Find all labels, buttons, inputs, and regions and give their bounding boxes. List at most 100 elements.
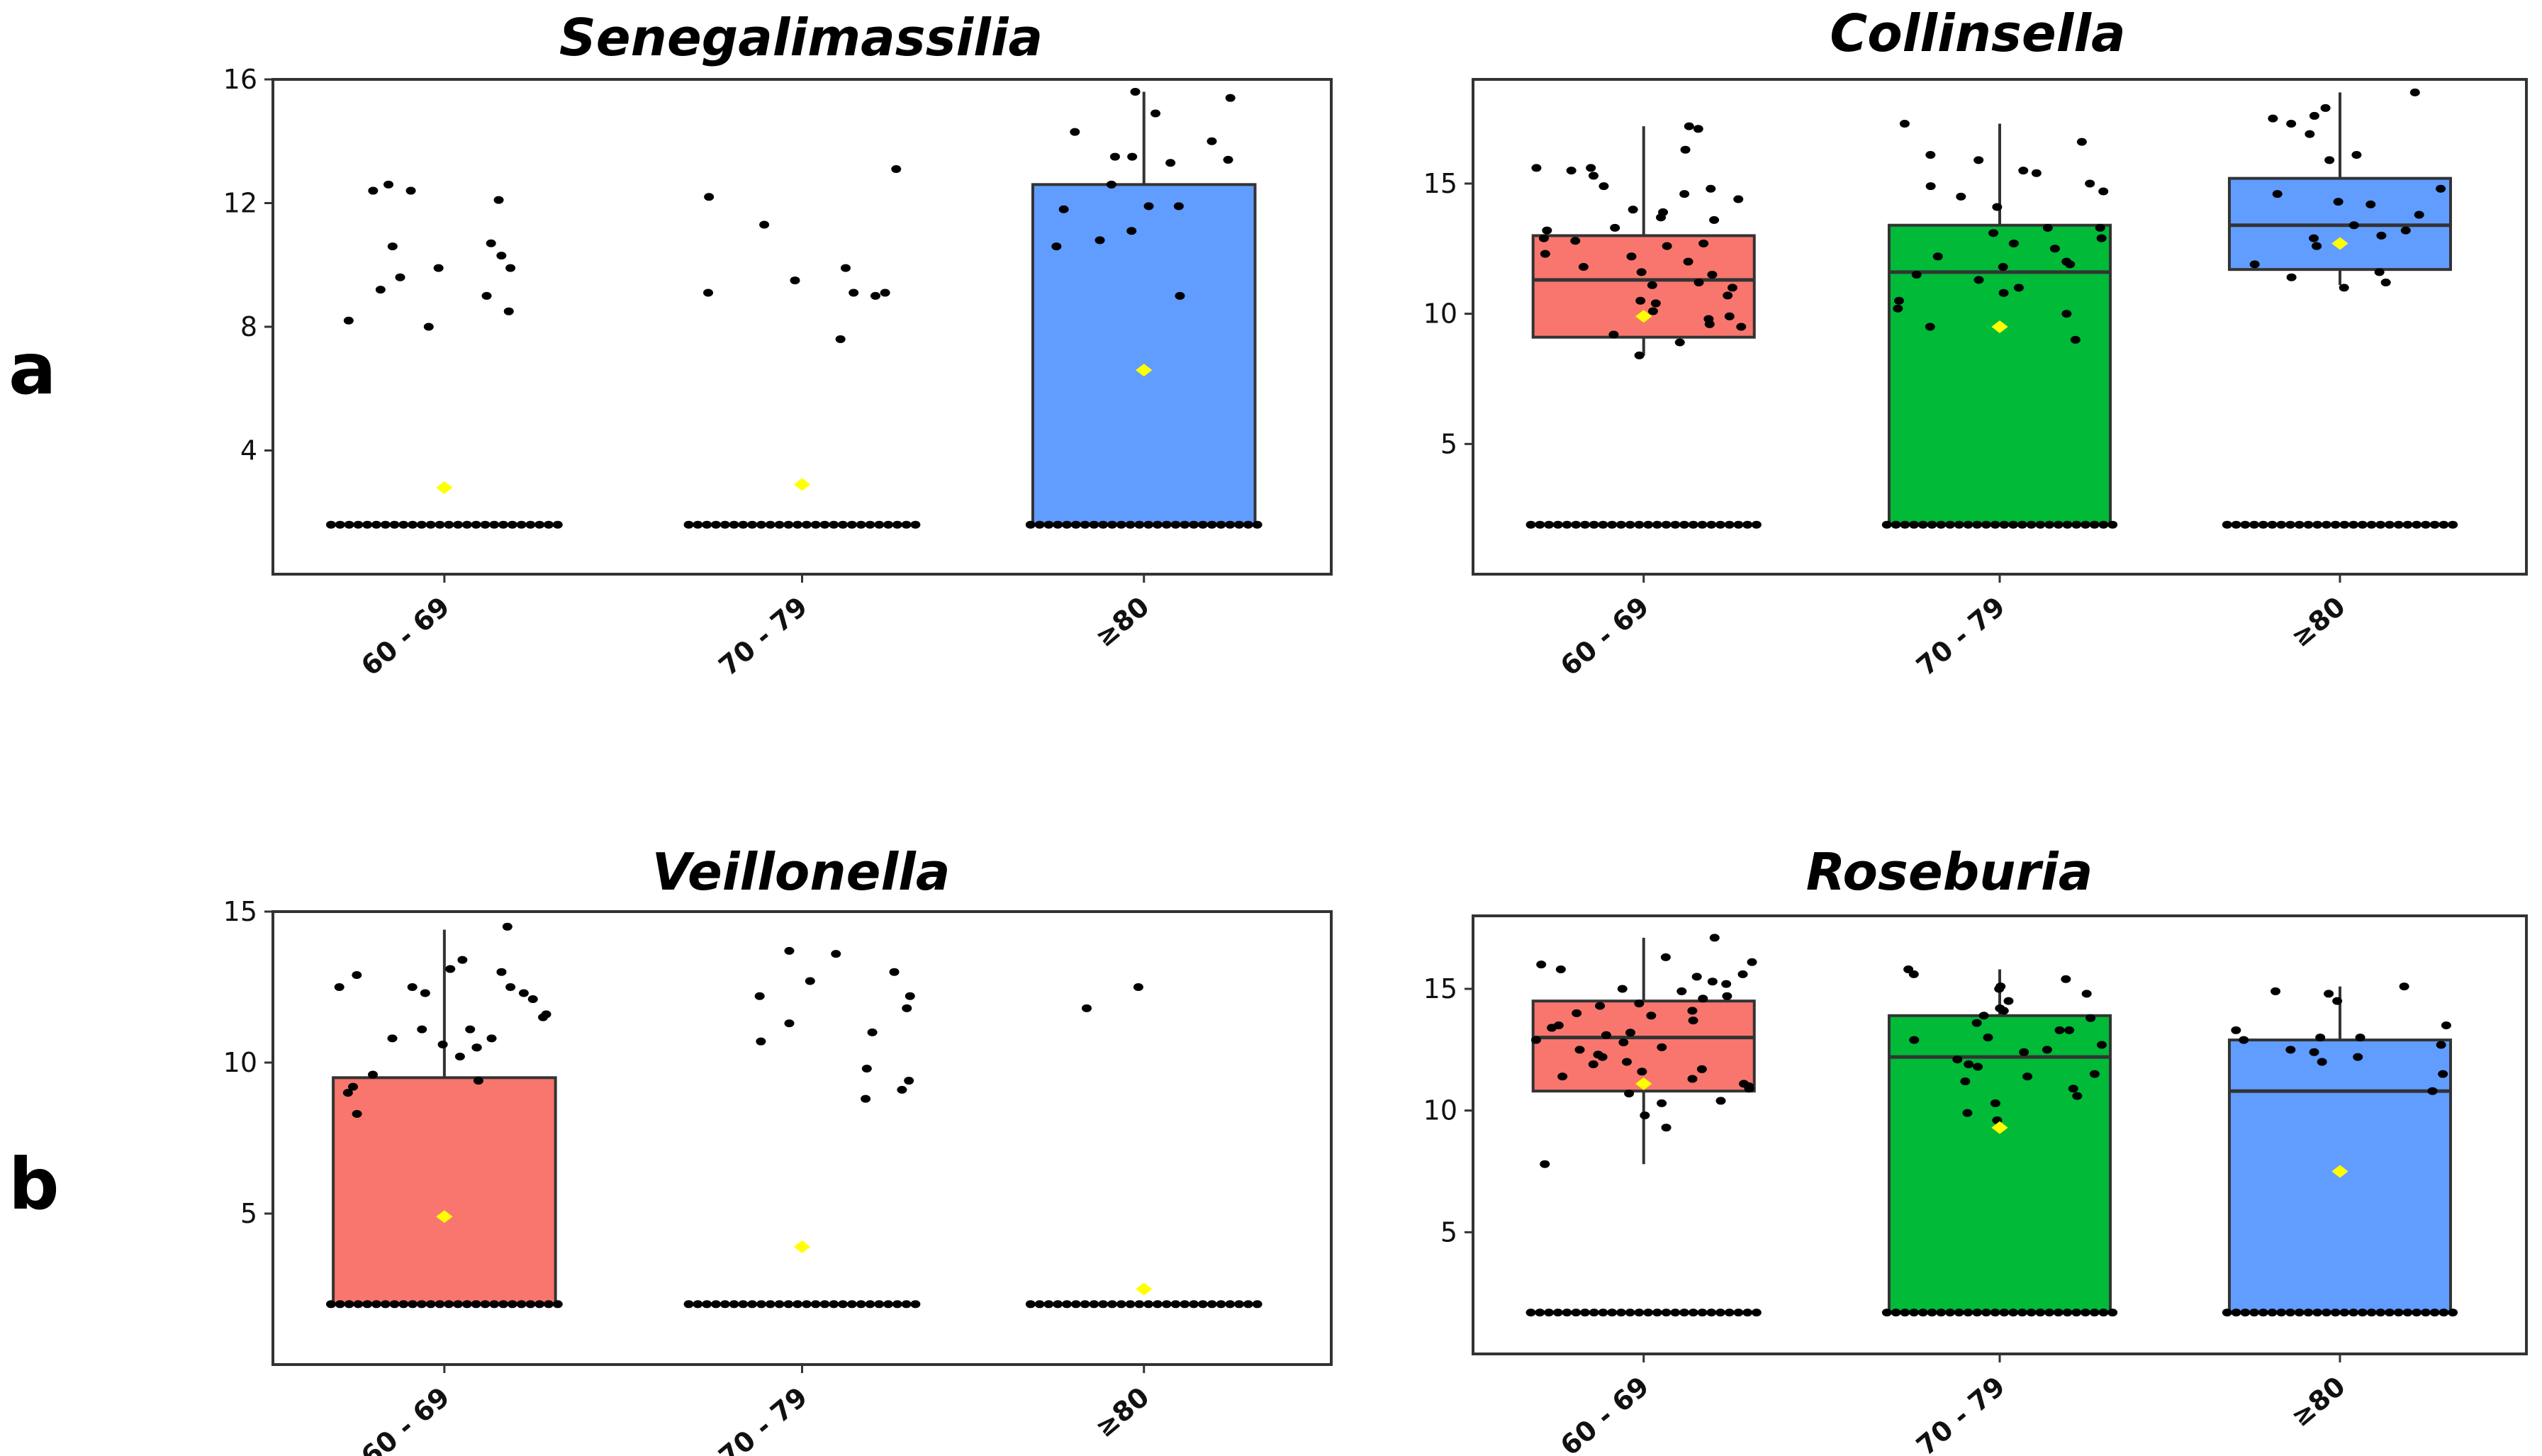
data-point (368, 186, 379, 195)
data-point-baseline (1598, 520, 1608, 529)
data-point (471, 1043, 482, 1052)
data-point-baseline (2366, 520, 2377, 529)
data-point (2309, 234, 2319, 242)
data-point-baseline (1733, 520, 1744, 529)
data-point (352, 1109, 362, 1118)
data-point (1706, 184, 1716, 193)
data-point-baseline (1954, 520, 1964, 529)
data-point-baseline (765, 1300, 776, 1309)
data-point-baseline (2071, 1309, 2082, 1317)
data-point-baseline (1724, 1309, 1735, 1317)
data-point-baseline (1571, 520, 1581, 529)
data-point (1707, 271, 1718, 279)
data-point-baseline (2330, 520, 2341, 529)
data-point (481, 291, 492, 300)
data-point-baseline (1107, 1300, 1117, 1309)
data-point-baseline (398, 520, 409, 529)
data-point-baseline (543, 1300, 554, 1309)
data-point (835, 335, 846, 343)
data-point-baseline (1616, 520, 1626, 529)
data-point-baseline (1616, 1309, 1626, 1317)
data-point (870, 291, 881, 300)
data-point-baseline (444, 1300, 454, 1309)
data-point (1973, 276, 1984, 284)
data-point (1683, 257, 1693, 266)
data-point-baseline (756, 1300, 766, 1309)
x-tick-label: 70 - 79 (1910, 590, 2011, 682)
data-point (2414, 211, 2424, 219)
mean-marker (436, 1210, 453, 1223)
data-point-baseline (2026, 520, 2037, 529)
data-point-baseline (2285, 1309, 2295, 1317)
data-point-baseline (1161, 520, 1172, 529)
data-point (1634, 999, 1645, 1008)
data-point-baseline (1143, 520, 1154, 529)
data-point-baseline (2375, 1309, 2386, 1317)
data-point-baseline (1963, 1309, 1973, 1317)
data-point (1992, 203, 2003, 211)
data-point (486, 1034, 497, 1043)
y-tick-label: 10 (1423, 298, 1457, 330)
data-point-baseline (453, 1300, 464, 1309)
data-point-baseline (2312, 1309, 2323, 1317)
data-point-baseline (1688, 520, 1698, 529)
data-point-baseline (2385, 1309, 2395, 1317)
data-point-baseline (2071, 520, 2082, 529)
data-point-baseline (2303, 1309, 2314, 1317)
data-point (1964, 1060, 1974, 1068)
data-point-baseline (2393, 1309, 2404, 1317)
data-point-baseline (1080, 1300, 1090, 1309)
x-tick-label: 60 - 69 (355, 590, 456, 682)
data-point (754, 992, 765, 1000)
data-point (1553, 1021, 1564, 1029)
data-point (867, 1028, 878, 1036)
data-point-baseline (389, 520, 400, 529)
data-point-baseline (1025, 1300, 1036, 1309)
data-point-baseline (765, 520, 776, 529)
data-point (1971, 1019, 1982, 1027)
data-point-baseline (498, 520, 509, 529)
data-point (1693, 125, 1703, 133)
data-point-baseline (552, 1300, 563, 1309)
data-point (1636, 268, 1647, 276)
data-point-baseline (1972, 1309, 1983, 1317)
data-point-baseline (747, 520, 758, 529)
data-point-baseline (2240, 1309, 2251, 1317)
data-point (2353, 1053, 2363, 1061)
data-point (1723, 291, 1733, 300)
data-point-baseline (1733, 1309, 1744, 1317)
data-point (405, 186, 416, 195)
data-point-baseline (1180, 520, 1190, 529)
data-point (1598, 182, 1609, 191)
data-point-baseline (683, 1300, 694, 1309)
data-point (2348, 221, 2359, 230)
data-point-baseline (1206, 1300, 1217, 1309)
data-point (342, 1089, 353, 1097)
chart-collinsella: Collinsella 5 10 15 60 - 69 70 - 79 ≥80 (1423, 4, 2528, 682)
data-point-baseline (2062, 1309, 2073, 1317)
data-point-baseline (353, 1300, 364, 1309)
data-point (905, 992, 915, 1000)
data-point (437, 1040, 448, 1048)
data-point-baseline (1152, 520, 1163, 529)
mean-marker (1991, 1121, 2008, 1134)
data-point (1070, 128, 1080, 136)
data-point (334, 983, 345, 991)
data-point-baseline (2231, 1309, 2241, 1317)
data-point-baseline (720, 1300, 730, 1309)
data-point (1647, 307, 1658, 315)
data-point (1925, 182, 1936, 191)
data-point-baseline (2303, 520, 2314, 529)
data-point-baseline (2053, 520, 2064, 529)
data-point-baseline (2412, 520, 2422, 529)
data-point-baseline (1724, 520, 1735, 529)
data-point-baseline (910, 520, 921, 529)
data-point (1893, 304, 1903, 313)
data-point (1676, 987, 1687, 995)
data-point-baseline (1670, 520, 1681, 529)
data-point-baseline (1535, 1309, 1545, 1317)
data-point (503, 307, 514, 315)
data-point (1618, 1038, 1629, 1047)
box-0 (1531, 999, 1756, 1093)
data-point-baseline (683, 520, 694, 529)
